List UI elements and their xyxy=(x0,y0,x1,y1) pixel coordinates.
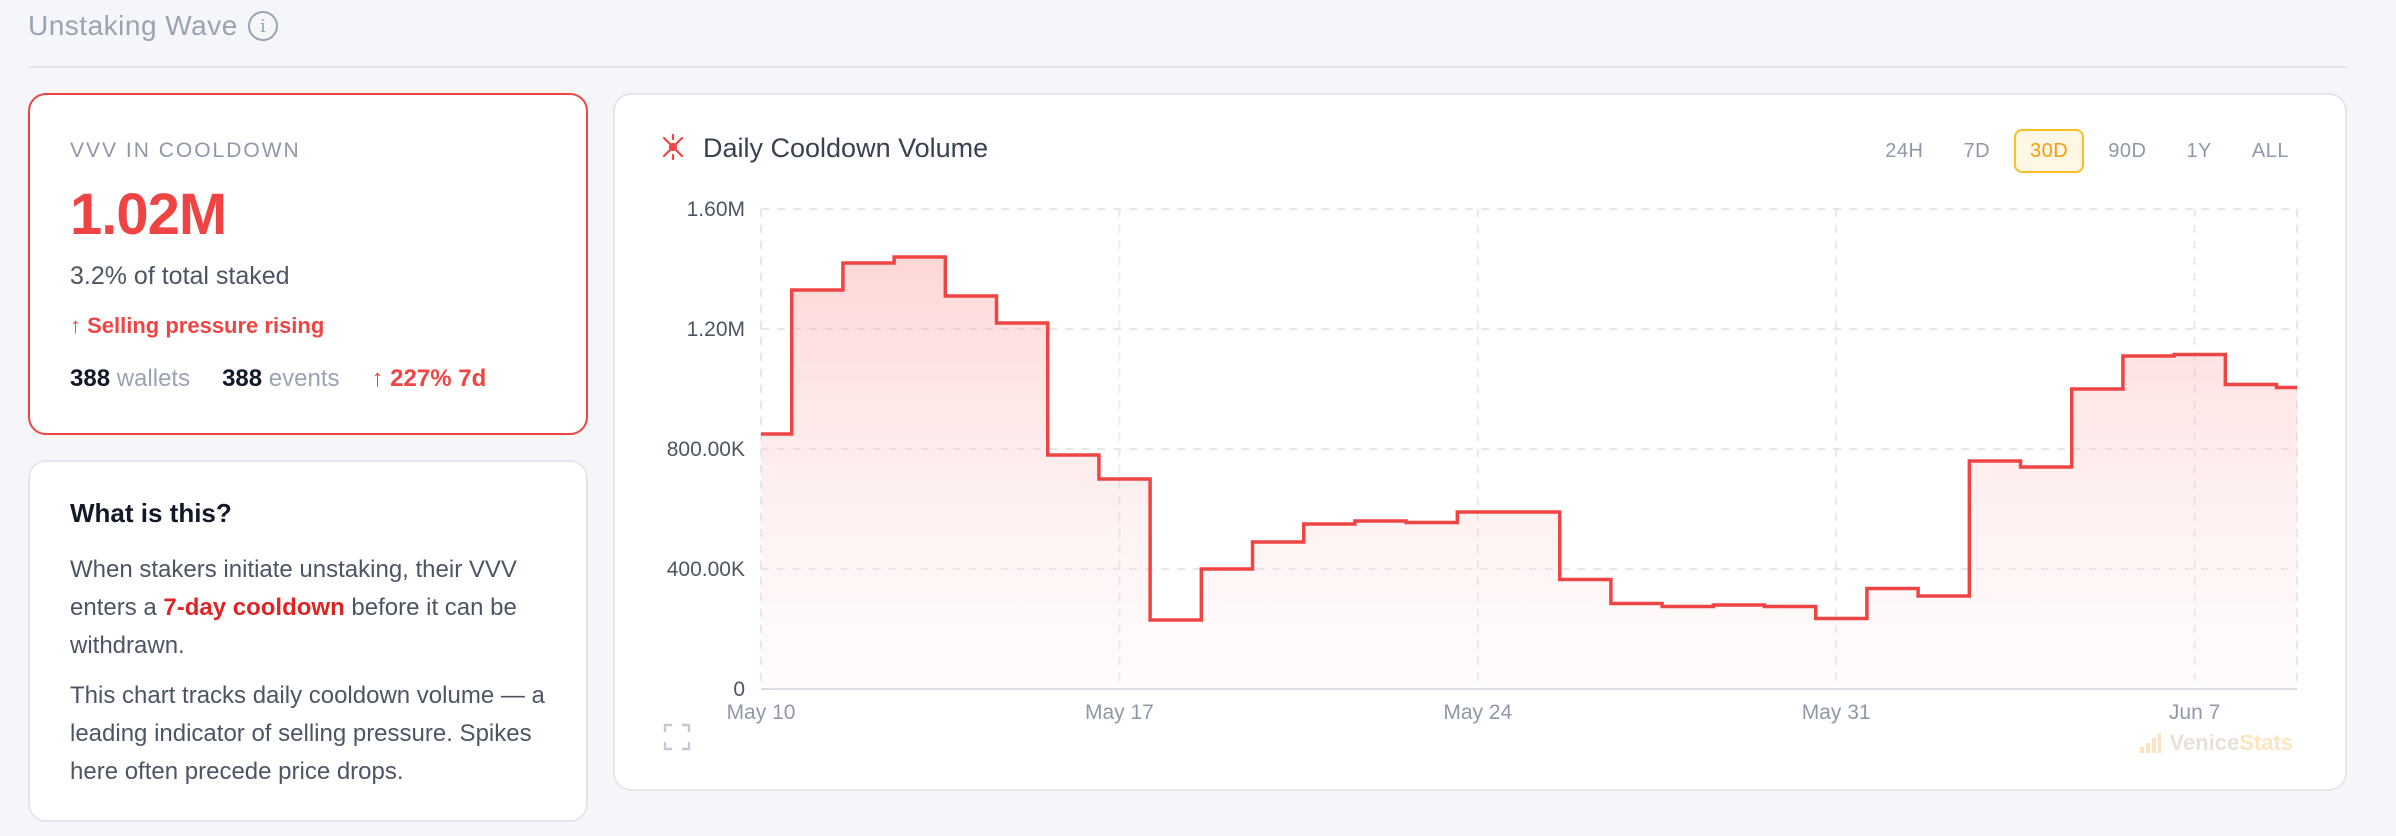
y-tick-label: 800.00K xyxy=(667,438,745,461)
section-title: Unstaking Wave xyxy=(28,10,238,41)
y-tick-label: 1.20M xyxy=(687,318,745,341)
explainer-text-b: before it can be withdrawn. xyxy=(70,594,517,659)
section-divider xyxy=(28,66,2348,68)
cooldown-chart[interactable]: 0 400.00K 800.00K 1.20M 1.60M May 10 May 17 May… xyxy=(615,95,2349,793)
signal-bars-icon xyxy=(2140,733,2162,753)
y-tick-label: 400.00K xyxy=(667,558,745,581)
y-tick-label: 1.60M xyxy=(687,198,745,221)
y-tick-label: 0 xyxy=(733,678,745,701)
wallets-metric: 388 wallets xyxy=(70,365,190,393)
stat-metrics-row: 388 wallets 388 events ↑ 227% 7d xyxy=(70,365,546,393)
wallets-count: 388 xyxy=(70,365,111,392)
explainer-text-a: When stakers initiate unstaking, their V… xyxy=(70,556,517,621)
stat-trend: ↑ Selling pressure rising xyxy=(70,313,325,338)
info-icon[interactable]: i xyxy=(247,11,278,41)
x-tick-label: Jun 7 xyxy=(2169,701,2220,724)
range-button-90d[interactable]: 90D xyxy=(2108,139,2147,162)
explainer-paragraph-2: This chart tracks daily cooldown volume … xyxy=(70,682,545,785)
explainer-title: What is this? xyxy=(70,498,232,528)
section-header: Unstaking Wave i xyxy=(28,10,278,42)
series-line xyxy=(761,255,2297,622)
chart-type-icon xyxy=(662,133,684,161)
cooldown-stat-card: VVV IN COOLDOWN 1.02M 3.2% of total stak… xyxy=(28,93,588,435)
cooldown-highlight: 7-day cooldown xyxy=(163,594,345,621)
stat-value: 1.02M xyxy=(70,182,227,247)
x-tick-label: May 17 xyxy=(1085,701,1154,724)
x-tick-label: May 31 xyxy=(1802,701,1871,724)
range-button-24h[interactable]: 24H xyxy=(1885,139,1924,162)
watermark-text-b: Stats xyxy=(2239,730,2293,755)
weekly-change: ↑ 227% 7d xyxy=(371,365,487,392)
chart-title: Daily Cooldown Volume xyxy=(703,133,989,163)
series-area xyxy=(761,257,2297,689)
explainer-card: What is this? When stakers initiate unst… xyxy=(28,460,588,822)
x-tick-label: May 10 xyxy=(727,701,796,724)
x-tick-label: May 24 xyxy=(1443,701,1512,724)
stat-subtitle: 3.2% of total staked xyxy=(70,262,290,290)
range-button-30d[interactable]: 30D xyxy=(2014,129,2085,173)
watermark-text-a: Venice xyxy=(2169,730,2240,755)
time-range-selector: 24H 7D 30D 90D 1Y ALL xyxy=(1869,129,2305,173)
explainer-paragraph-1: When stakers initiate unstaking, their V… xyxy=(70,551,546,665)
events-label: events xyxy=(268,365,340,392)
range-button-all[interactable]: ALL xyxy=(2251,139,2289,162)
chart-card: Daily Cooldown Volume 24H 7D 30D 90D 1Y ALL 0… xyxy=(613,93,2347,791)
range-button-7d[interactable]: 7D xyxy=(1963,139,1991,162)
venicestats-watermark: VeniceStats xyxy=(2139,730,2293,756)
wallets-label: wallets xyxy=(116,365,191,392)
stat-label: VVV IN COOLDOWN xyxy=(70,139,301,162)
range-button-1y[interactable]: 1Y xyxy=(2186,139,2212,162)
events-count: 388 xyxy=(222,365,263,392)
events-metric: 388 events xyxy=(222,365,339,393)
fullscreen-icon[interactable] xyxy=(663,723,691,751)
